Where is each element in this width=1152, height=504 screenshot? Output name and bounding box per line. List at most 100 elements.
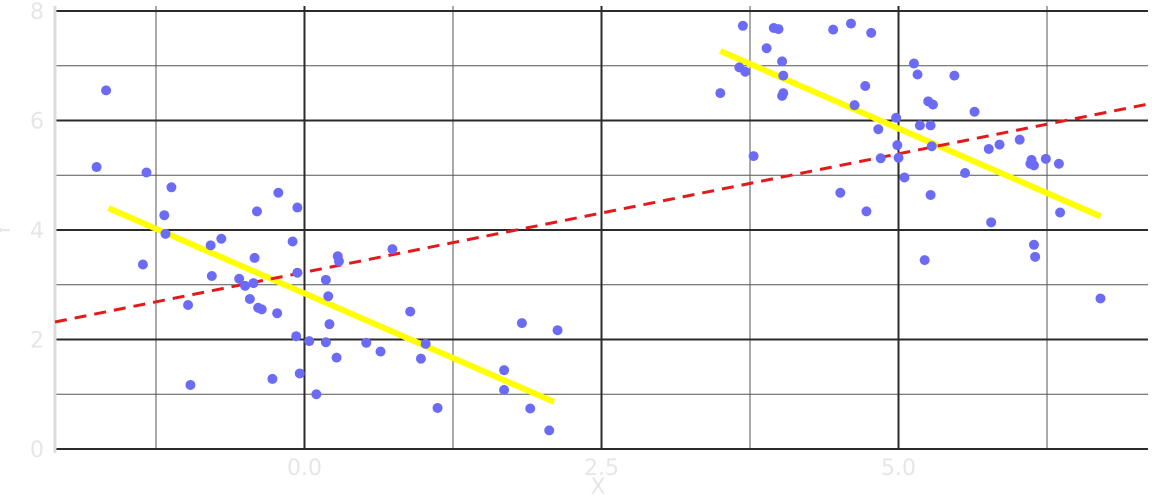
data-point bbox=[893, 152, 904, 163]
data-point bbox=[875, 153, 886, 164]
data-point bbox=[387, 244, 398, 255]
data-point bbox=[737, 20, 748, 31]
data-point bbox=[778, 88, 789, 99]
data-point bbox=[292, 267, 303, 278]
data-point bbox=[499, 384, 510, 395]
data-point bbox=[216, 233, 227, 244]
data-point bbox=[912, 69, 923, 80]
data-point bbox=[273, 187, 284, 198]
x-tick-label: 5.0 bbox=[881, 456, 916, 481]
data-point bbox=[248, 278, 259, 289]
data-point bbox=[1014, 134, 1025, 145]
data-point bbox=[160, 228, 171, 239]
data-point bbox=[141, 167, 152, 178]
data-point bbox=[740, 66, 751, 77]
data-point bbox=[845, 18, 856, 29]
data-point bbox=[375, 346, 386, 357]
data-point bbox=[748, 151, 759, 162]
data-point bbox=[251, 206, 262, 217]
data-point bbox=[320, 337, 331, 348]
data-point bbox=[873, 124, 884, 135]
data-point bbox=[1095, 293, 1106, 304]
data-point bbox=[415, 353, 426, 364]
y-tick-label: 0 bbox=[30, 438, 44, 463]
data-point bbox=[91, 162, 102, 173]
grid bbox=[55, 6, 1148, 450]
data-point bbox=[1028, 160, 1039, 171]
data-point bbox=[234, 273, 245, 284]
data-point bbox=[516, 318, 527, 329]
data-point bbox=[324, 319, 335, 330]
data-point bbox=[925, 189, 936, 200]
data-point bbox=[287, 236, 298, 247]
data-point bbox=[828, 24, 839, 35]
y-tick-label: 4 bbox=[30, 219, 44, 244]
data-point bbox=[323, 291, 334, 302]
data-point bbox=[291, 331, 302, 342]
data-point bbox=[986, 217, 997, 228]
data-point bbox=[183, 300, 194, 311]
cluster-fit-line bbox=[719, 48, 1102, 220]
data-point bbox=[333, 256, 344, 267]
data-point bbox=[926, 141, 937, 152]
data-point bbox=[914, 120, 925, 131]
y-tick-labels: 0 2 4 6 8 bbox=[30, 0, 44, 463]
data-point bbox=[294, 368, 305, 379]
data-point bbox=[919, 255, 930, 266]
data-point bbox=[420, 338, 431, 349]
data-point bbox=[983, 143, 994, 154]
data-point bbox=[1055, 207, 1066, 218]
data-point bbox=[969, 106, 980, 117]
data-point bbox=[267, 373, 278, 384]
data-point bbox=[205, 240, 216, 251]
data-point bbox=[899, 172, 910, 183]
data-point bbox=[185, 379, 196, 390]
y-tick-label: 6 bbox=[30, 110, 44, 135]
x-tick-label: 2.5 bbox=[584, 456, 619, 481]
overall-fit-line bbox=[54, 102, 1149, 324]
x-tick-labels: 0.0 2.5 5.0 bbox=[287, 456, 916, 481]
data-point bbox=[908, 58, 919, 69]
data-point bbox=[331, 352, 342, 363]
data-point bbox=[304, 336, 315, 347]
data-point bbox=[320, 274, 331, 285]
data-point bbox=[949, 70, 960, 81]
data-point bbox=[206, 270, 217, 281]
data-point bbox=[240, 280, 251, 291]
data-point bbox=[866, 27, 877, 38]
data-points bbox=[91, 18, 1106, 436]
cluster-fit-line bbox=[107, 205, 556, 405]
data-point bbox=[761, 43, 772, 54]
data-point bbox=[101, 85, 112, 96]
data-point bbox=[849, 100, 860, 111]
y-tick-label: 8 bbox=[30, 0, 44, 25]
data-point bbox=[1028, 239, 1039, 250]
x-tick-label: 0.0 bbox=[287, 456, 322, 481]
data-point bbox=[552, 325, 563, 336]
data-point bbox=[244, 293, 255, 304]
data-point bbox=[860, 81, 871, 92]
data-point bbox=[311, 389, 322, 400]
data-point bbox=[715, 88, 726, 99]
data-point bbox=[525, 403, 536, 414]
data-point bbox=[1030, 251, 1041, 262]
data-point bbox=[994, 139, 1005, 150]
data-point bbox=[891, 112, 902, 123]
data-point bbox=[925, 120, 936, 131]
data-point bbox=[249, 252, 260, 263]
x-axis-title: X bbox=[590, 475, 605, 500]
data-point bbox=[159, 210, 170, 221]
data-point bbox=[292, 202, 303, 213]
data-point bbox=[778, 70, 789, 81]
data-point bbox=[861, 206, 872, 217]
y-axis-title: Y bbox=[0, 223, 16, 238]
data-point bbox=[166, 182, 177, 193]
data-point bbox=[405, 306, 416, 317]
data-point bbox=[361, 337, 372, 348]
data-point bbox=[777, 56, 788, 67]
data-point bbox=[256, 304, 267, 315]
data-point bbox=[927, 99, 938, 110]
data-point bbox=[432, 402, 443, 413]
data-point bbox=[773, 24, 784, 35]
data-point bbox=[499, 365, 510, 376]
